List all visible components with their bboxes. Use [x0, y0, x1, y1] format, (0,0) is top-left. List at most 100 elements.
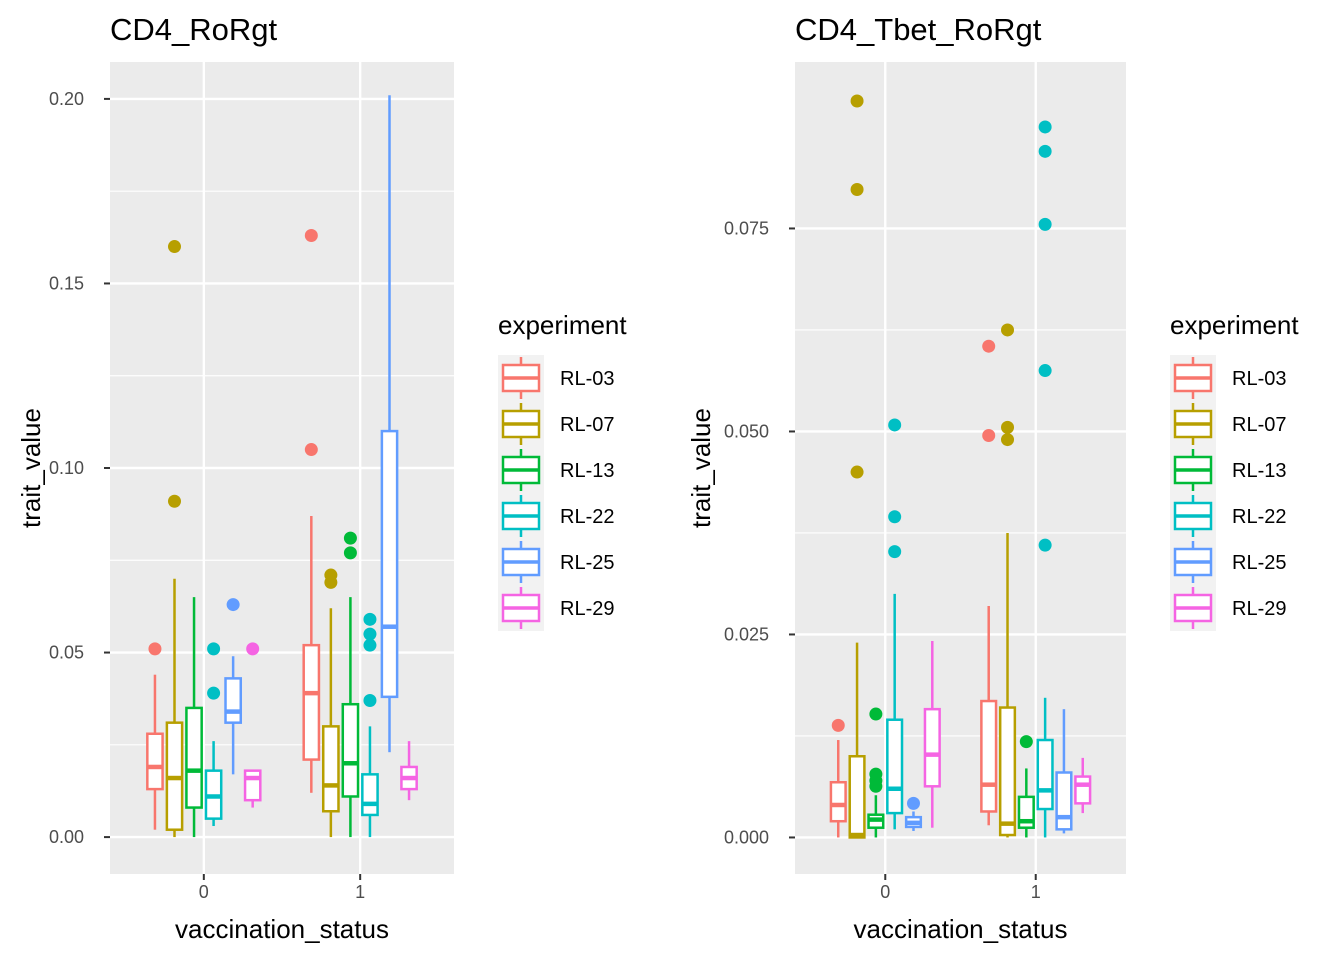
outlier-point — [888, 510, 902, 524]
legend-label: RL-13 — [560, 460, 614, 482]
box-iqr — [185, 706, 203, 809]
outlier-point — [1019, 735, 1033, 749]
legend-item-rl-13: RL-13 — [1170, 447, 1286, 493]
box-iqr — [923, 707, 941, 788]
box-iqr — [146, 732, 164, 791]
legend-item-rl-07: RL-07 — [1170, 401, 1286, 447]
legend-label: RL-03 — [560, 368, 614, 390]
chart-panel-cd4-rorgt: 0.00 0.05 0.10 0.15 0.20 0 1 CD4_RoRgt vaccinati… — [16, 12, 627, 944]
x-tick-label: 0 — [880, 882, 890, 902]
outlier-point — [982, 429, 996, 443]
legend-item-rl-03: RL-03 — [1170, 355, 1286, 401]
outlier-point — [324, 568, 338, 582]
box-iqr — [243, 769, 262, 802]
x-tick-label: 0 — [199, 882, 209, 902]
plot-background — [795, 62, 1126, 874]
box-iqr — [1074, 775, 1092, 805]
outlier-point — [850, 182, 864, 196]
outlier-point — [363, 694, 377, 708]
legend-item-rl-22: RL-22 — [498, 493, 614, 539]
outlier-point — [888, 418, 902, 432]
y-tick-label: 0.15 — [49, 273, 84, 293]
box-rl-07 — [998, 323, 1017, 838]
outlier-point — [363, 627, 377, 641]
box-rl-07 — [321, 568, 340, 838]
x-tick-label: 1 — [355, 882, 365, 902]
outlier-point — [207, 642, 221, 656]
y-axis-title: trait_value — [16, 408, 46, 528]
box-rl-03 — [980, 339, 998, 826]
x-axis-title: vaccination_status — [854, 914, 1068, 944]
y-tick-label: 0.05 — [49, 643, 84, 663]
box-iqr — [224, 677, 243, 724]
legend-label: RL-07 — [1232, 414, 1286, 436]
outlier-point — [869, 767, 883, 781]
legend-item-rl-25: RL-25 — [498, 539, 614, 585]
outlier-point — [168, 240, 181, 254]
outlier-point — [1038, 538, 1052, 552]
box-iqr — [848, 755, 866, 839]
x-axis-title: vaccination_status — [175, 914, 389, 944]
y-axis-title: trait_value — [686, 408, 716, 528]
box-rl-25 — [224, 598, 243, 775]
box-iqr — [380, 429, 399, 699]
box-iqr — [829, 780, 847, 823]
box-rl-13 — [867, 707, 885, 838]
outlier-point — [207, 686, 221, 700]
y-tick-label: 0.025 — [724, 624, 769, 644]
box-rl-03 — [302, 228, 321, 793]
outlier-point — [1001, 323, 1015, 337]
outlier-point — [148, 642, 162, 656]
chart-title: CD4_Tbet_RoRgt — [795, 12, 1042, 47]
box-iqr — [886, 718, 904, 815]
box-rl-13 — [185, 597, 203, 838]
legend-label: RL-25 — [1232, 552, 1286, 574]
legend-label: RL-22 — [560, 506, 614, 528]
outlier-point — [850, 465, 864, 479]
legend-item-rl-22: RL-22 — [1170, 493, 1286, 539]
outlier-point — [1038, 120, 1052, 134]
legend-label: RL-13 — [1232, 460, 1286, 482]
box-iqr — [341, 702, 360, 798]
legend-label: RL-29 — [1232, 598, 1286, 620]
legend-item-rl-13: RL-13 — [498, 447, 614, 493]
legend-item-rl-29: RL-29 — [498, 585, 614, 631]
legend-title: experiment — [498, 310, 627, 340]
legend: experiment RL-03 RL-07 RL-13 RL-22 RL-25 RL-29 — [1170, 310, 1299, 631]
outlier-point — [226, 598, 240, 612]
y-tick-label: 0.050 — [724, 421, 769, 441]
box-rl-07 — [165, 240, 184, 838]
box-rl-22 — [1036, 120, 1054, 838]
legend-item-rl-29: RL-29 — [1170, 585, 1286, 631]
outlier-point — [343, 546, 357, 560]
box-rl-25 — [1055, 709, 1073, 834]
box-rl-25 — [904, 796, 923, 831]
outlier-point — [1038, 217, 1052, 231]
box-rl-22 — [886, 418, 904, 830]
box-iqr — [321, 725, 340, 813]
chart-panel-cd4-tbet-rorgt: 0.000 0.025 0.050 0.075 0 1 CD4_Tbet_RoRgtvacc… — [686, 12, 1299, 944]
legend-item-rl-03: RL-03 — [498, 355, 614, 401]
outlier-point — [304, 228, 318, 242]
box-rl-03 — [829, 718, 847, 838]
legend-title: experiment — [1170, 310, 1299, 340]
box-rl-13 — [341, 531, 360, 838]
outlier-point — [168, 494, 181, 508]
box-iqr — [998, 706, 1017, 837]
legend-item-rl-25: RL-25 — [1170, 539, 1286, 585]
outlier-point — [831, 718, 845, 732]
outlier-point — [343, 531, 357, 545]
outlier-point — [850, 94, 864, 108]
outlier-point — [888, 545, 902, 559]
outlier-point — [1038, 144, 1052, 158]
outlier-point — [982, 339, 996, 353]
box-iqr — [361, 773, 379, 817]
legend-label: RL-22 — [1232, 506, 1286, 528]
outlier-point — [246, 642, 260, 656]
box-rl-25 — [380, 95, 399, 753]
y-tick-label: 0.00 — [49, 827, 84, 847]
box-rl-29 — [400, 741, 418, 801]
y-tick-label: 0.075 — [724, 218, 769, 238]
box-rl-13 — [1017, 735, 1035, 838]
